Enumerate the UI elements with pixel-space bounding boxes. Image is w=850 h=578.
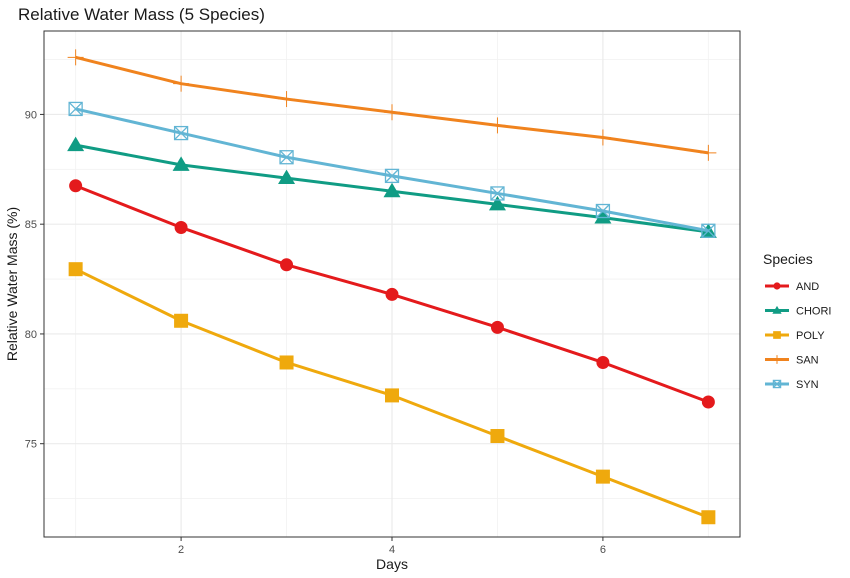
series-poly <box>68 262 716 525</box>
data-point <box>383 182 401 198</box>
y-tick-label: 90 <box>25 109 37 121</box>
legend-label: POLY <box>796 330 825 342</box>
series-and <box>69 179 715 409</box>
data-point <box>594 129 611 146</box>
data-point <box>68 262 83 277</box>
data-point <box>280 258 294 272</box>
data-point <box>488 195 506 211</box>
data-point <box>385 388 399 403</box>
legend-label: AND <box>796 281 819 293</box>
legend-item-syn: SYN <box>765 379 819 391</box>
x-axis-title: Days <box>376 556 408 572</box>
data-point <box>594 209 612 224</box>
y-axis-title: Relative Water Mass (%) <box>4 207 20 361</box>
series-syn <box>68 101 716 238</box>
x-tick-label: 6 <box>600 544 606 556</box>
data-point <box>595 203 611 219</box>
data-point <box>67 136 85 152</box>
data-point <box>701 510 716 525</box>
data-point <box>384 104 400 121</box>
data-point <box>773 331 781 339</box>
data-point <box>596 355 610 369</box>
series-layer <box>67 49 717 525</box>
data-point <box>490 186 505 201</box>
legend-item-and: AND <box>765 281 819 293</box>
legend-label: SAN <box>796 355 819 367</box>
data-point <box>701 395 715 409</box>
data-point <box>701 223 716 238</box>
series-san <box>67 49 717 161</box>
data-point <box>279 355 294 370</box>
legend-item-chori: CHORI <box>765 306 831 318</box>
data-point <box>174 313 189 328</box>
y-tick-label: 75 <box>25 439 37 451</box>
legend-label: CHORI <box>796 306 831 318</box>
legend-item-poly: POLY <box>765 330 825 342</box>
data-point <box>384 168 400 184</box>
data-point <box>279 150 294 165</box>
legend-title: Species <box>763 251 813 267</box>
data-point <box>69 179 83 193</box>
y-tick-label: 80 <box>25 329 37 341</box>
data-point <box>772 379 782 389</box>
y-tick-label: 85 <box>25 219 37 231</box>
data-point <box>490 429 505 444</box>
data-point <box>278 169 296 185</box>
data-point <box>700 144 717 161</box>
data-point <box>68 101 83 117</box>
data-point <box>173 75 190 92</box>
legend-item-san: SAN <box>765 355 819 367</box>
data-point <box>595 469 610 484</box>
data-point <box>174 220 188 234</box>
data-point <box>490 320 504 334</box>
legend-label: SYN <box>796 379 819 391</box>
legend: Species AND CHORI POLY SAN SYN <box>763 251 831 391</box>
data-point <box>489 117 506 134</box>
x-tick-label: 2 <box>178 544 184 556</box>
data-point <box>173 125 189 141</box>
chart-title: Relative Water Mass (5 Species) <box>18 5 265 24</box>
data-point <box>67 49 84 66</box>
data-point <box>278 91 295 108</box>
data-point <box>772 355 782 364</box>
data-point <box>385 287 399 301</box>
x-tick-label: 4 <box>389 544 395 556</box>
data-point <box>773 282 781 290</box>
data-point <box>772 305 782 314</box>
data-point <box>172 156 190 171</box>
axis-ticks: 2 4 6 75 80 85 90 <box>25 109 606 556</box>
